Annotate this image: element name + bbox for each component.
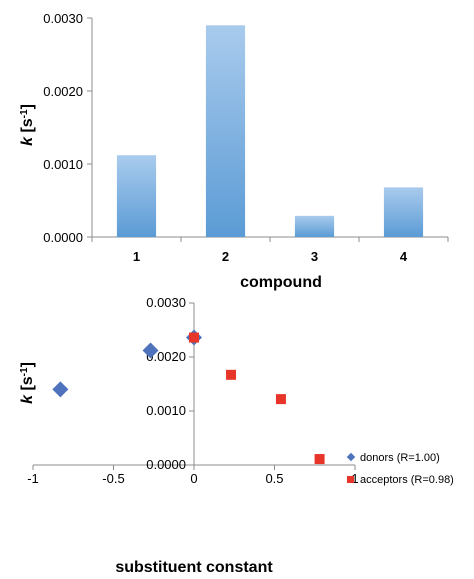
scatter-point-donor (142, 342, 159, 359)
scatter-x-tick-label: -1 (27, 471, 39, 486)
bar-x-tick-label: 2 (222, 249, 229, 264)
scatter-point-donor (52, 381, 69, 398)
bar-y-tick-label: 0.0020 (43, 84, 83, 99)
scatter-point-acceptor (189, 332, 199, 343)
scatter-chart-x-axis-title: substituent constant (115, 559, 273, 576)
scatter-chart-points (52, 329, 325, 465)
bar-chart-bars (116, 25, 424, 237)
scatter-point-acceptor (275, 394, 286, 405)
scatter-point-acceptor (314, 454, 325, 465)
bar-3 (294, 215, 335, 237)
scatter-y-tick-label: 0.0010 (146, 403, 186, 418)
bar-chart-x-tick-labels: 1 2 3 4 (133, 249, 408, 264)
bar-1 (116, 155, 157, 237)
bar-y-tick-label: 0.0030 (43, 11, 83, 26)
scatter-chart-y-axis-title: k [s-1] (19, 362, 37, 404)
scatter-x-tick-label: 1 (351, 471, 358, 486)
scatter-y-tick-label: 0.0000 (146, 457, 186, 472)
scatter-chart-axes (32, 302, 356, 470)
bar-2 (205, 25, 246, 237)
bar-chart-x-axis-title: compound (240, 274, 322, 291)
bar-4 (383, 187, 424, 237)
bar-chart-x-axis (91, 236, 449, 242)
legend-marker-square (347, 476, 354, 483)
bar-x-tick-label: 3 (311, 249, 318, 264)
bar-chart: 1 2 3 4 0.0000 0.0010 0.0020 0.0030 compound k… (19, 11, 449, 291)
bar-chart-y-axis-title: k [s-1] (19, 104, 37, 146)
bar-y-tick-label: 0.0000 (43, 230, 83, 245)
bar-chart-y-axis (87, 17, 93, 238)
scatter-x-tick-label: 0.5 (265, 471, 283, 486)
scatter-x-tick-label: -0.5 (102, 471, 124, 486)
legend-item-acceptors: acceptors (R=0.98) (347, 474, 454, 486)
scatter-point-acceptor (226, 369, 237, 380)
bar-x-tick-label: 4 (400, 249, 408, 264)
bar-x-tick-label: 1 (133, 249, 140, 264)
scatter-y-tick-label: 0.0030 (146, 295, 186, 310)
bar-y-tick-label: 0.0010 (43, 157, 83, 172)
scatter-x-tick-label: 0 (190, 471, 197, 486)
legend-label-donors: donors (R=1.00) (360, 452, 440, 464)
scatter-chart-x-tick-labels: -1 -0.5 0 0.5 1 (27, 471, 358, 486)
legend-marker-diamond (346, 452, 356, 462)
legend-label-acceptors: acceptors (R=0.98) (360, 474, 454, 486)
bar-chart-y-tick-labels: 0.0000 0.0010 0.0020 0.0030 (43, 11, 83, 245)
scatter-chart-legend: donors (R=1.00) acceptors (R=0.98) (346, 452, 454, 486)
legend-item-donors: donors (R=1.00) (346, 452, 440, 464)
